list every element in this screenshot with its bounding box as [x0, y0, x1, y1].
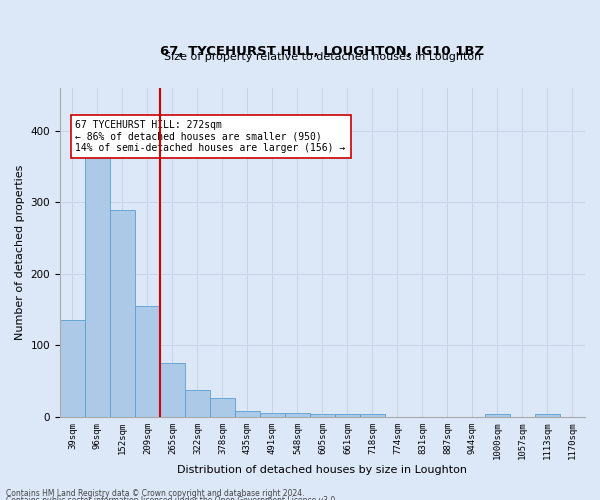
Bar	[535, 414, 560, 417]
Bar	[60, 320, 85, 417]
Text: 67 TYCEHURST HILL: 272sqm
← 86% of detached houses are smaller (950)
14% of semi: 67 TYCEHURST HILL: 272sqm ← 86% of detac…	[76, 120, 346, 153]
Text: Contains public sector information licensed under the Open Government Licence v3: Contains public sector information licen…	[6, 496, 338, 500]
Bar	[260, 412, 285, 417]
Y-axis label: Number of detached properties: Number of detached properties	[15, 164, 25, 340]
Text: 67, TYCEHURST HILL, LOUGHTON, IG10 1BZ: 67, TYCEHURST HILL, LOUGHTON, IG10 1BZ	[160, 45, 485, 58]
Title: Size of property relative to detached houses in Loughton: Size of property relative to detached ho…	[164, 52, 481, 62]
Bar	[335, 414, 360, 417]
Bar	[360, 414, 385, 417]
Text: Contains HM Land Registry data © Crown copyright and database right 2024.: Contains HM Land Registry data © Crown c…	[6, 488, 305, 498]
Bar	[85, 152, 110, 417]
Bar	[185, 390, 210, 417]
Bar	[310, 414, 335, 417]
Bar	[210, 398, 235, 417]
Bar	[485, 414, 510, 417]
X-axis label: Distribution of detached houses by size in Loughton: Distribution of detached houses by size …	[178, 465, 467, 475]
Bar	[110, 210, 135, 417]
Bar	[135, 306, 160, 417]
Bar	[235, 410, 260, 417]
Bar	[285, 412, 310, 417]
Bar	[160, 364, 185, 417]
